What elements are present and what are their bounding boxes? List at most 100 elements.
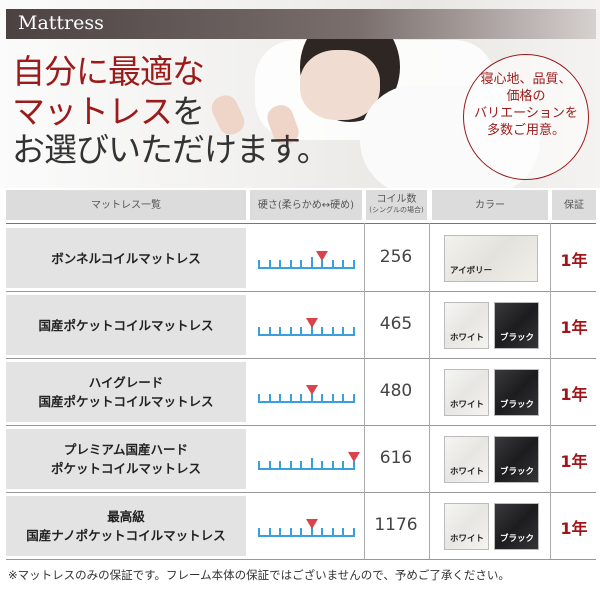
hardness-tick <box>258 260 260 267</box>
hardness-tick <box>352 394 355 401</box>
hardness-tick <box>331 260 334 267</box>
row-divider <box>6 425 596 426</box>
headline-particle: を <box>172 92 205 131</box>
color-swatch-white: ホワイト <box>444 302 489 349</box>
coil-count: 256 <box>379 247 413 267</box>
color-label: ブラック <box>500 467 535 477</box>
hardness-marker <box>316 251 328 261</box>
hardness-tick <box>331 327 334 334</box>
headline-keyword: マットレス <box>12 92 173 131</box>
color-swatch-white: ホワイト <box>444 369 489 416</box>
feature-badge-text: 寝心地、品質、 価格の バリエーションを 多数ご用意。 <box>474 72 578 138</box>
footnote: ※マットレスのみの保証です。フレーム本体の保証ではございませんので、予めご了承く… <box>8 568 510 582</box>
hardness-tick <box>352 327 355 334</box>
section-title: Mattress <box>18 12 104 34</box>
hardness-tick <box>352 260 355 267</box>
header-color: カラー <box>432 190 548 220</box>
hardness-tick <box>268 327 271 334</box>
color-label: ホワイト <box>450 467 485 477</box>
coil-count: 1176 <box>374 515 418 535</box>
coil-count: 465 <box>379 314 413 334</box>
column-divider <box>550 491 551 559</box>
hardness-marker <box>305 318 318 328</box>
column-divider <box>550 290 551 358</box>
column-divider <box>364 223 365 291</box>
row-divider <box>6 492 596 493</box>
hardness-tick <box>352 528 355 535</box>
hardness-tick <box>310 391 313 401</box>
warranty: 1年 <box>560 519 588 538</box>
coil-count: 480 <box>379 381 413 401</box>
warranty: 1年 <box>560 318 588 337</box>
hardness-tick <box>331 528 334 535</box>
hardness-tick <box>331 394 334 401</box>
color-label: ホワイト <box>450 400 485 410</box>
color-label: ホワイト <box>450 333 485 343</box>
column-divider <box>429 491 430 559</box>
hardness-scale <box>258 525 355 537</box>
hardness-tick <box>321 528 323 535</box>
color-label: ブラック <box>500 333 535 343</box>
hardness-tick <box>342 260 344 267</box>
column-divider <box>364 491 365 559</box>
section-title-bar: Mattress <box>6 9 596 39</box>
hardness-tick <box>300 528 302 535</box>
warranty: 1年 <box>560 452 588 471</box>
column-divider <box>550 424 551 492</box>
hardness-marker <box>305 385 318 395</box>
hardness-tick <box>289 528 292 535</box>
hardness-scale <box>258 458 355 470</box>
header-coil-note: (シングルの場合) <box>369 206 424 214</box>
hardness-tick <box>342 528 344 535</box>
column-divider <box>429 357 430 425</box>
mattress-name: ハイグレード 国産ポケットコイルマットレス <box>6 362 246 422</box>
hardness-tick <box>279 461 281 468</box>
hardness-tick <box>352 461 355 468</box>
hardness-tick <box>279 327 281 334</box>
hardness-tick <box>289 461 292 468</box>
warranty: 1年 <box>560 251 588 270</box>
hardness-tick <box>289 394 292 401</box>
hardness-scale <box>258 391 355 403</box>
hardness-tick <box>300 394 302 401</box>
color-label: アイボリー <box>450 266 493 276</box>
hardness-scale <box>258 257 355 269</box>
hardness-tick <box>258 528 260 535</box>
hardness-tick <box>268 260 271 267</box>
hardness-tick <box>258 327 260 334</box>
column-divider <box>429 223 430 291</box>
color-swatch-black: ブラック <box>494 302 539 349</box>
coil-count: 616 <box>379 448 413 468</box>
column-divider <box>429 424 430 492</box>
hardness-tick <box>289 260 292 267</box>
mattress-name: 国産ポケットコイルマットレス <box>6 295 246 355</box>
row-divider <box>6 358 596 359</box>
row-divider <box>6 223 596 224</box>
hardness-tick <box>279 260 281 267</box>
hardness-tick <box>310 458 313 468</box>
hardness-tick <box>268 461 271 468</box>
color-swatch-ivory: アイボリー <box>444 235 538 282</box>
hardness-tick <box>300 327 302 334</box>
hardness-marker <box>347 452 360 462</box>
column-divider <box>550 357 551 425</box>
color-swatch-black: ブラック <box>494 369 539 416</box>
hardness-tick <box>342 394 344 401</box>
feature-badge: 寝心地、品質、 価格の バリエーションを 多数ご用意。 <box>463 54 589 180</box>
mattress-name: プレミアム国産ハード ポケットコイルマットレス <box>6 429 246 489</box>
column-divider <box>364 290 365 358</box>
color-label: ブラック <box>500 400 535 410</box>
color-label: ブラック <box>500 534 535 544</box>
hardness-tick <box>331 461 334 468</box>
color-swatch-black: ブラック <box>494 436 539 483</box>
warranty: 1年 <box>560 385 588 404</box>
headline-line-1: 自分に最適な <box>12 52 205 91</box>
header-hardness: 硬さ(柔らかめ↔硬め) <box>250 190 362 220</box>
sleeping-woman-face <box>300 50 380 120</box>
hardness-marker <box>305 519 318 529</box>
hardness-tick <box>289 327 292 334</box>
hardness-tick <box>300 260 302 267</box>
column-divider <box>550 223 551 291</box>
hardness-tick <box>342 327 344 334</box>
column-divider <box>364 357 365 425</box>
